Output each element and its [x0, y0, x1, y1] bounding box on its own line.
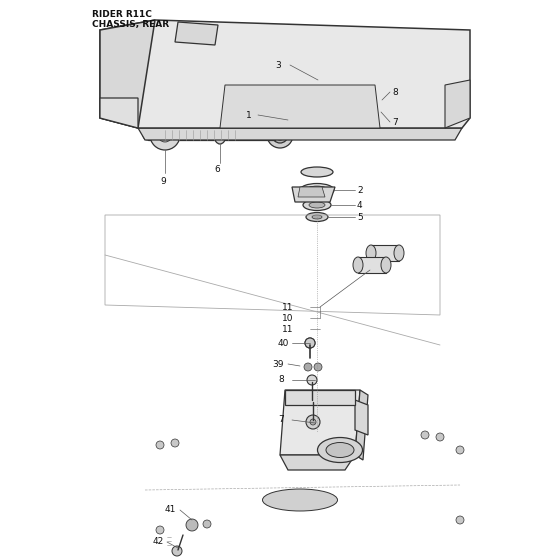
Ellipse shape [303, 199, 331, 211]
Text: 11: 11 [282, 324, 293, 334]
Text: 8: 8 [278, 376, 284, 385]
Circle shape [304, 363, 312, 371]
Ellipse shape [381, 257, 391, 273]
Bar [155, 130, 275, 140]
Text: 3: 3 [275, 60, 281, 69]
Ellipse shape [353, 257, 363, 273]
Polygon shape [285, 390, 355, 405]
Circle shape [421, 431, 429, 439]
Text: 7: 7 [278, 416, 284, 424]
Ellipse shape [366, 245, 376, 261]
Polygon shape [280, 390, 360, 455]
Circle shape [171, 439, 179, 447]
Text: 4: 4 [357, 200, 363, 209]
Text: 11: 11 [282, 302, 293, 311]
Text: 2: 2 [357, 185, 363, 194]
Circle shape [203, 520, 211, 528]
Ellipse shape [294, 88, 342, 108]
Bar [358, 257, 386, 273]
Polygon shape [100, 20, 155, 128]
Ellipse shape [318, 437, 362, 463]
Ellipse shape [267, 122, 293, 148]
Ellipse shape [306, 415, 320, 429]
Ellipse shape [300, 184, 334, 197]
Ellipse shape [301, 167, 333, 177]
Ellipse shape [214, 126, 226, 144]
Ellipse shape [301, 91, 335, 105]
Ellipse shape [306, 186, 328, 194]
Polygon shape [100, 20, 470, 128]
Ellipse shape [394, 245, 404, 261]
Polygon shape [100, 98, 138, 128]
Ellipse shape [304, 82, 332, 92]
Polygon shape [445, 80, 470, 128]
Circle shape [150, 120, 180, 150]
Ellipse shape [297, 79, 339, 95]
Polygon shape [355, 400, 368, 435]
Circle shape [456, 446, 464, 454]
Polygon shape [220, 85, 380, 128]
Text: 41: 41 [165, 506, 176, 515]
Text: 39: 39 [272, 360, 283, 368]
Circle shape [436, 433, 444, 441]
Ellipse shape [143, 130, 153, 140]
Circle shape [162, 132, 168, 138]
Ellipse shape [306, 212, 328, 222]
Text: 42: 42 [153, 538, 164, 547]
Text: 5: 5 [357, 212, 363, 222]
Circle shape [456, 516, 464, 524]
Circle shape [156, 526, 164, 534]
Ellipse shape [272, 127, 288, 143]
Bar [148, 130, 160, 140]
Ellipse shape [312, 215, 322, 219]
Polygon shape [298, 187, 325, 197]
Ellipse shape [275, 130, 285, 140]
Circle shape [158, 128, 172, 142]
Circle shape [186, 519, 198, 531]
Polygon shape [175, 22, 218, 45]
Text: 10: 10 [282, 314, 293, 323]
Polygon shape [292, 187, 335, 202]
Text: 6: 6 [214, 165, 220, 174]
Text: 7: 7 [392, 118, 398, 127]
Ellipse shape [308, 94, 328, 102]
Text: 9: 9 [160, 176, 166, 185]
Text: 1: 1 [246, 110, 252, 119]
Polygon shape [138, 128, 462, 140]
Polygon shape [280, 455, 355, 470]
Ellipse shape [309, 202, 325, 208]
Ellipse shape [310, 419, 316, 425]
Text: RIDER R11C: RIDER R11C [92, 10, 152, 18]
Polygon shape [355, 390, 368, 460]
Circle shape [305, 338, 315, 348]
Circle shape [314, 363, 322, 371]
Text: 40: 40 [278, 338, 290, 348]
Ellipse shape [326, 442, 354, 458]
Bar [371, 245, 399, 261]
Text: CHASSIS, REAR: CHASSIS, REAR [92, 20, 169, 29]
Ellipse shape [305, 338, 315, 348]
Ellipse shape [307, 375, 317, 385]
Ellipse shape [372, 94, 388, 110]
Ellipse shape [263, 489, 338, 511]
Circle shape [172, 546, 182, 556]
Text: 8: 8 [392, 87, 398, 96]
Circle shape [156, 441, 164, 449]
Ellipse shape [376, 98, 384, 106]
